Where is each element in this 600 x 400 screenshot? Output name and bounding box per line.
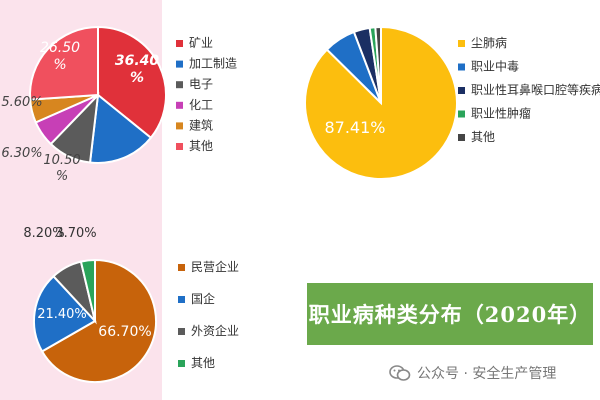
pie-2-legend-swatch-1	[458, 40, 465, 47]
pie-1-slice-2	[88, 93, 153, 164]
pie-1-slice-6	[29, 25, 99, 101]
wechat-icon	[389, 364, 411, 382]
pie-chart-3	[33, 258, 157, 383]
pie-2-legend-swatch-5	[458, 134, 465, 141]
pie-3-legend-swatch-4	[178, 360, 185, 367]
pie-3-data-label-4: 3.70%	[55, 226, 96, 241]
pie-1-legend-label-4: 化工	[189, 98, 213, 112]
pie-1-data-label-4: 6.30%	[1, 146, 42, 161]
pie-3-legend-label-2: 国企	[191, 291, 215, 306]
pie-3-data-label-2: 21.40%	[37, 307, 87, 322]
pie-1-legend-label-5: 建筑	[189, 117, 213, 132]
pie-2-legend-label-3: 职业性耳鼻喉口腔等疾病	[471, 82, 600, 97]
pie-3-legend-label-1: 民营企业	[191, 259, 239, 274]
pie-2-legend-label-1: 尘肺病	[471, 35, 507, 50]
pie-1-legend-swatch-4	[176, 101, 183, 109]
pie-1-data-label-3: 10.50%	[43, 153, 80, 184]
pie-1-data-label-1: 36.40%	[115, 53, 160, 86]
pie-3-slice-2	[33, 274, 97, 353]
pie-2-slice-5	[374, 25, 382, 104]
pie-1-legend-label-6: 其他	[189, 139, 213, 153]
pie-1-legend-swatch-3	[176, 81, 183, 89]
pie-1-legend-label-1: 矿业	[189, 36, 213, 50]
pie-2-legend-label-4: 职业性肿瘤	[471, 106, 531, 121]
pie-3-data-label-3: 8.20%	[23, 226, 64, 241]
pie-3-data-label-1: 66.70%	[98, 324, 151, 340]
pie-3-legend-swatch-2	[178, 296, 185, 303]
pie-3-legend-swatch-3	[178, 328, 185, 335]
footer-text: 公众号 · 安全生产管理	[417, 366, 557, 382]
pie-1-data-label-6: 26.50%	[40, 40, 80, 73]
pie-1-legend-swatch-5	[176, 122, 183, 130]
pie-3-legend-label-4: 其他	[191, 356, 215, 370]
pie-1-legend-label-2: 加工制造	[189, 57, 237, 71]
pie-1-legend-swatch-2	[176, 60, 183, 68]
pie-1-slice-1	[97, 25, 167, 140]
pie-2-legend-label-2: 职业中毒	[471, 59, 519, 74]
pie-3-slice-1	[40, 258, 157, 383]
pie-chart-2	[304, 25, 458, 179]
pie-1-data-label-5: 5.60%	[1, 95, 42, 110]
pie-3-legend-label-3: 外资企业	[191, 323, 239, 338]
pie-2-data-label-1: 87.41%	[324, 118, 385, 137]
footer: 公众号 · 安全生产管理	[389, 362, 556, 384]
pie-1-legend-swatch-1	[176, 40, 183, 47]
pie-chart-1	[29, 25, 167, 164]
pie-3-slice-4	[79, 258, 96, 322]
pie-2-legend-label-5: 其他	[471, 130, 495, 144]
pie-2-legend-swatch-2	[458, 63, 465, 71]
pie-1-legend-label-3: 电子	[189, 77, 213, 91]
pie-1-legend-swatch-6	[176, 143, 183, 150]
pie-3-legend-swatch-1	[178, 264, 185, 271]
pie-2-legend-swatch-3	[458, 87, 465, 94]
page-title: 职业病种类分布（2020年）	[307, 283, 593, 345]
pie-2-legend-swatch-4	[458, 110, 465, 118]
